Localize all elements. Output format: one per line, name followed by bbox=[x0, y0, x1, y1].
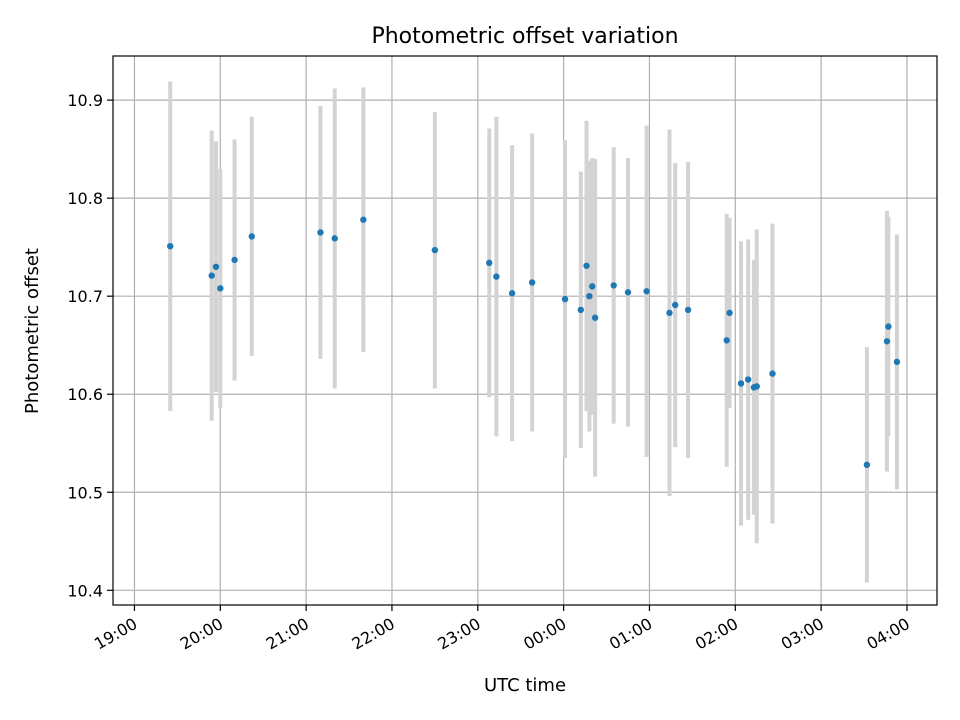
data-point bbox=[723, 337, 730, 344]
y-axis-label: Photometric offset bbox=[22, 248, 43, 414]
data-point bbox=[317, 229, 324, 236]
data-point bbox=[726, 309, 733, 317]
y-tick-label: 10.5 bbox=[67, 483, 103, 502]
data-points bbox=[167, 216, 901, 469]
data-point bbox=[486, 259, 493, 267]
y-tick-label: 10.4 bbox=[67, 581, 103, 600]
data-point bbox=[744, 376, 752, 383]
data-point bbox=[248, 233, 255, 240]
data-point bbox=[577, 306, 584, 314]
data-point bbox=[883, 338, 891, 345]
data-point bbox=[360, 216, 367, 223]
y-axis: 10.4 10.5 10.6 10.7 10.8 10.9 bbox=[67, 91, 113, 600]
x-axis-label: UTC time bbox=[484, 675, 566, 696]
y-tick-label: 10.8 bbox=[67, 189, 103, 208]
plot-frame bbox=[112, 55, 938, 606]
data-point bbox=[586, 292, 593, 300]
data-point bbox=[672, 301, 679, 309]
data-point bbox=[508, 290, 516, 297]
data-point bbox=[737, 380, 745, 387]
data-point bbox=[591, 314, 599, 321]
data-point bbox=[212, 263, 220, 270]
data-point bbox=[331, 235, 338, 242]
data-point bbox=[561, 295, 569, 303]
data-point bbox=[863, 461, 871, 469]
data-point bbox=[528, 279, 536, 286]
data-point bbox=[753, 383, 760, 390]
data-point bbox=[431, 246, 439, 254]
data-point bbox=[610, 282, 617, 289]
data-point bbox=[769, 370, 776, 377]
data-point bbox=[589, 283, 596, 290]
data-point bbox=[893, 358, 901, 366]
data-point bbox=[583, 262, 590, 269]
y-tick-label: 10.6 bbox=[67, 385, 103, 404]
data-point bbox=[231, 256, 238, 264]
data-point bbox=[167, 242, 174, 250]
data-point bbox=[643, 288, 650, 295]
data-point bbox=[493, 273, 500, 280]
data-point bbox=[208, 272, 215, 279]
chart-title: Photometric offset variation bbox=[371, 24, 678, 49]
y-tick-label: 10.7 bbox=[67, 287, 103, 306]
data-point bbox=[684, 306, 692, 314]
data-point bbox=[217, 285, 224, 292]
data-point bbox=[885, 323, 892, 330]
y-tick-label: 10.9 bbox=[67, 91, 103, 110]
data-point bbox=[666, 309, 673, 317]
data-point bbox=[624, 289, 632, 296]
